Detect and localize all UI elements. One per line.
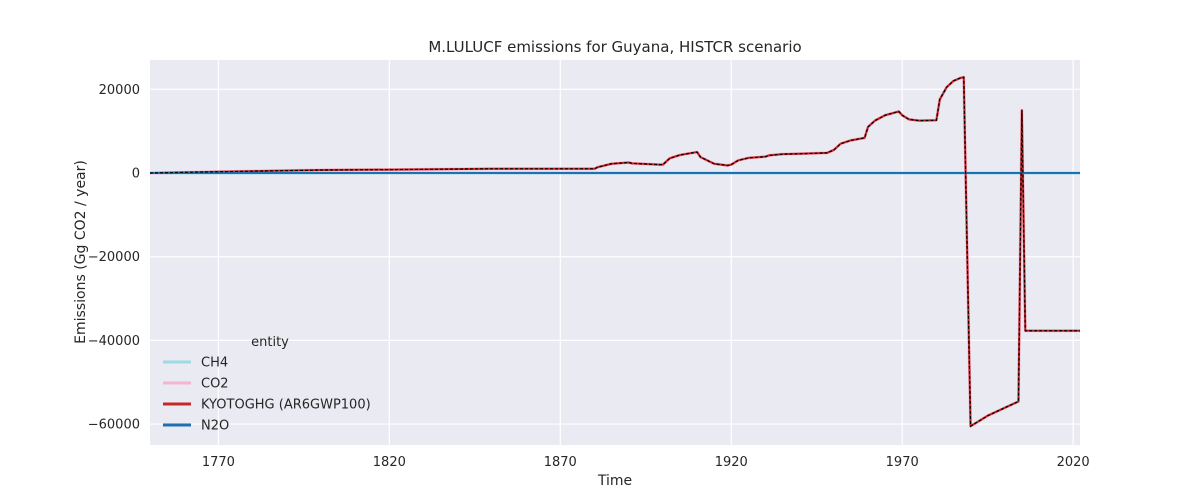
legend-label-ch4: CH4 — [201, 356, 228, 371]
grid — [150, 60, 1080, 445]
y-tick-label: −20000 — [88, 250, 140, 265]
x-axis-label: Time — [597, 473, 632, 489]
x-tick-label: 1970 — [886, 455, 919, 470]
x-tick-label: 2020 — [1057, 455, 1090, 470]
legend: entity CH4 CO2 KYOTOGHG (AR6GWP100) N2O — [163, 335, 371, 434]
y-tick-label: 0 — [132, 166, 140, 181]
x-tick-label: 1870 — [544, 455, 577, 470]
total-dashed-line — [149, 76, 1080, 428]
y-tick-label: −40000 — [88, 334, 140, 349]
x-tick-label: 1770 — [202, 455, 235, 470]
y-axis-label: Emissions (Gg CO2 / year) — [73, 160, 89, 344]
x-tick-label: 1820 — [373, 455, 406, 470]
legend-title: entity — [251, 335, 289, 350]
legend-label-co2: CO2 — [201, 377, 229, 392]
legend-label-kyotoghg-ar6gwp100: KYOTOGHG (AR6GWP100) — [201, 398, 371, 413]
ticks: 1770 1820 1870 1920 1970 2020 20000 0 −20000 −400… — [88, 83, 1090, 470]
y-tick-label: −60000 — [88, 418, 140, 433]
chart-title: M.LULUCF emissions for Guyana, HISTCR sc… — [428, 38, 801, 56]
series-layer — [149, 75, 1080, 428]
legend-label-n2o: N2O — [201, 419, 229, 434]
x-tick-label: 1920 — [715, 455, 748, 470]
plot-background — [150, 60, 1080, 445]
y-tick-label: 20000 — [99, 83, 140, 98]
